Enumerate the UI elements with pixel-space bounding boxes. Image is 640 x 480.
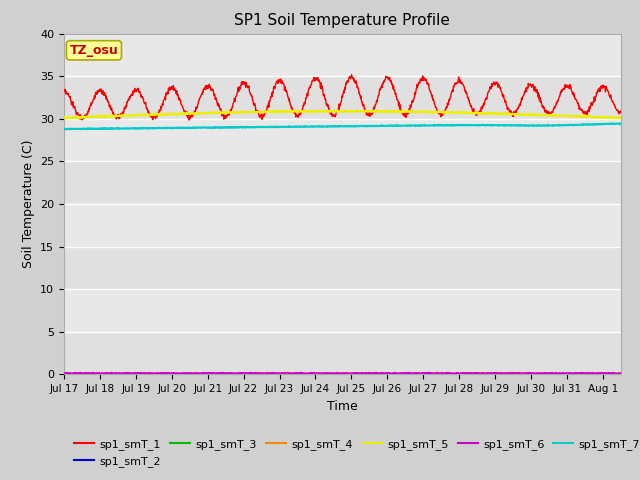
sp1_smT_5 [617, 114, 625, 120]
sp1_smT_2 [161, 371, 168, 377]
sp1_smT_3 [160, 371, 168, 377]
Line: sp1_smT_2: sp1_smT_2 [64, 373, 621, 374]
sp1_smT_1 [160, 97, 168, 103]
sp1_smT_1 [185, 117, 193, 123]
sp1_smT_5 [171, 111, 179, 117]
sp1_smT_1 [482, 96, 490, 102]
sp1_smT_4 [160, 371, 168, 377]
sp1_smT_1 [60, 87, 68, 93]
sp1_smT_3 [617, 371, 625, 377]
sp1_smT_2 [221, 371, 229, 376]
sp1_smT_2 [544, 371, 552, 377]
sp1_smT_4 [221, 371, 229, 376]
Text: TZ_osu: TZ_osu [70, 44, 118, 57]
sp1_smT_1 [171, 85, 179, 91]
sp1_smT_6 [272, 370, 280, 376]
sp1_smT_5 [362, 108, 370, 113]
sp1_smT_6 [60, 371, 68, 376]
sp1_smT_6 [221, 370, 229, 376]
sp1_smT_1 [348, 72, 355, 77]
sp1_smT_4 [60, 371, 68, 377]
Line: sp1_smT_6: sp1_smT_6 [64, 372, 621, 374]
sp1_smT_4 [617, 371, 625, 376]
sp1_smT_7 [161, 125, 168, 131]
sp1_smT_3 [614, 372, 622, 377]
sp1_smT_4 [563, 372, 570, 377]
sp1_smT_3 [271, 371, 279, 377]
sp1_smT_3 [221, 371, 228, 377]
sp1_smT_5 [221, 109, 229, 115]
sp1_smT_6 [90, 371, 97, 377]
sp1_smT_7 [171, 125, 179, 131]
sp1_smT_6 [552, 370, 559, 375]
sp1_smT_1 [617, 109, 625, 115]
sp1_smT_1 [544, 110, 552, 116]
Legend: sp1_smT_1, sp1_smT_2, sp1_smT_3, sp1_smT_4, sp1_smT_5, sp1_smT_6, sp1_smT_7: sp1_smT_1, sp1_smT_2, sp1_smT_3, sp1_smT… [70, 435, 640, 471]
sp1_smT_2 [272, 371, 280, 377]
Bar [64, 119, 621, 161]
sp1_smT_7 [221, 124, 229, 130]
sp1_smT_7 [617, 121, 625, 127]
sp1_smT_2 [171, 371, 179, 377]
sp1_smT_7 [482, 122, 490, 128]
sp1_smT_7 [60, 126, 68, 132]
Bar [64, 332, 621, 374]
sp1_smT_4 [171, 371, 179, 376]
sp1_smT_4 [482, 371, 490, 376]
sp1_smT_6 [161, 370, 168, 376]
Bar [64, 204, 621, 247]
sp1_smT_2 [60, 371, 68, 377]
sp1_smT_2 [62, 372, 70, 377]
sp1_smT_5 [272, 108, 280, 114]
sp1_smT_3 [543, 371, 551, 377]
Bar [64, 161, 621, 204]
Y-axis label: Soil Temperature (C): Soil Temperature (C) [22, 140, 35, 268]
sp1_smT_1 [272, 82, 280, 87]
sp1_smT_4 [543, 371, 551, 376]
Bar [64, 247, 621, 289]
sp1_smT_4 [179, 370, 186, 376]
sp1_smT_7 [63, 127, 70, 132]
sp1_smT_5 [60, 114, 68, 120]
sp1_smT_2 [482, 371, 490, 377]
sp1_smT_1 [221, 114, 229, 120]
sp1_smT_6 [617, 370, 625, 376]
Line: sp1_smT_4: sp1_smT_4 [64, 373, 621, 374]
Bar [64, 76, 621, 119]
sp1_smT_5 [482, 111, 490, 117]
sp1_smT_3 [558, 371, 566, 377]
sp1_smT_2 [227, 370, 234, 376]
sp1_smT_2 [617, 371, 625, 376]
X-axis label: Time: Time [327, 400, 358, 413]
sp1_smT_3 [481, 372, 489, 377]
sp1_smT_3 [60, 371, 68, 377]
sp1_smT_4 [272, 371, 280, 377]
sp1_smT_7 [609, 120, 617, 126]
sp1_smT_7 [272, 124, 280, 130]
sp1_smT_5 [161, 111, 168, 117]
Title: SP1 Soil Temperature Profile: SP1 Soil Temperature Profile [234, 13, 451, 28]
sp1_smT_3 [171, 372, 179, 377]
sp1_smT_6 [171, 371, 179, 376]
Line: sp1_smT_7: sp1_smT_7 [64, 123, 621, 130]
sp1_smT_7 [543, 123, 551, 129]
sp1_smT_5 [63, 116, 70, 121]
sp1_smT_5 [544, 113, 552, 119]
Bar [64, 34, 621, 76]
Line: sp1_smT_5: sp1_smT_5 [64, 110, 621, 119]
Bar [64, 289, 621, 332]
sp1_smT_6 [543, 370, 551, 376]
sp1_smT_6 [482, 370, 490, 376]
Line: sp1_smT_1: sp1_smT_1 [64, 74, 621, 120]
